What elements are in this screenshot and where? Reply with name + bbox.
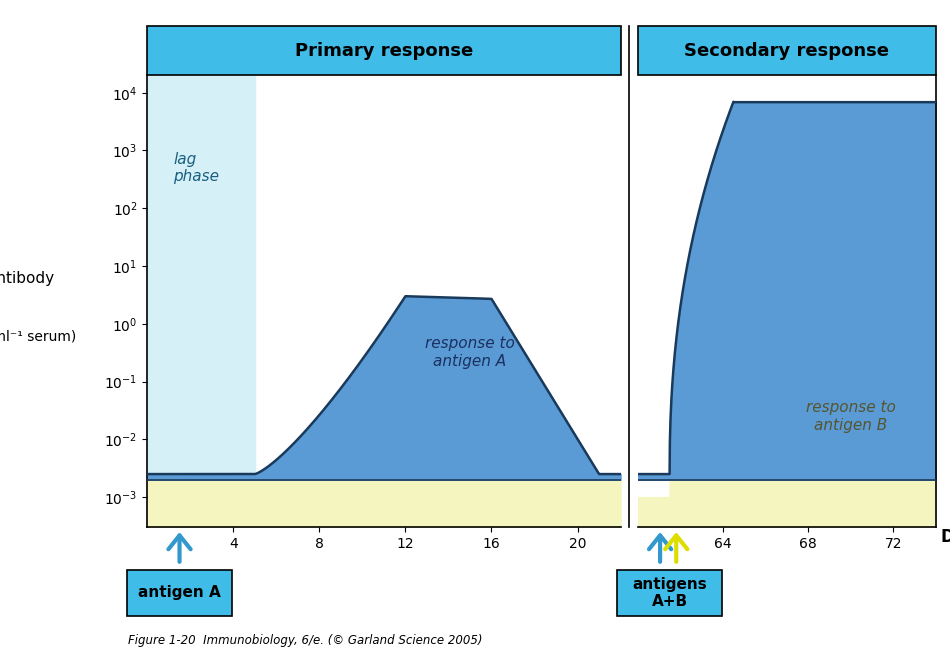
Text: antigen A: antigen A: [138, 586, 221, 600]
Text: lag
phase: lag phase: [173, 152, 219, 184]
Text: Primary response: Primary response: [294, 42, 473, 60]
Text: Days: Days: [940, 528, 950, 546]
Text: response to
antigen B: response to antigen B: [806, 400, 896, 432]
Text: Antibody: Antibody: [0, 271, 55, 286]
Text: antigens
A+B: antigens A+B: [632, 576, 707, 609]
Text: Secondary response: Secondary response: [684, 42, 889, 60]
Text: (μg ml⁻¹ serum): (μg ml⁻¹ serum): [0, 331, 77, 345]
Text: Figure 1-20  Immunobiology, 6/e. (© Garland Science 2005): Figure 1-20 Immunobiology, 6/e. (© Garla…: [128, 634, 483, 647]
Bar: [147, 75, 255, 527]
Text: response to
antigen A: response to antigen A: [425, 336, 515, 369]
